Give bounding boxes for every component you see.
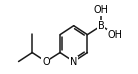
- Text: OH: OH: [108, 30, 123, 40]
- Text: B: B: [98, 21, 105, 31]
- Text: OH: OH: [94, 5, 109, 15]
- Text: N: N: [70, 57, 77, 67]
- Text: O: O: [42, 57, 50, 67]
